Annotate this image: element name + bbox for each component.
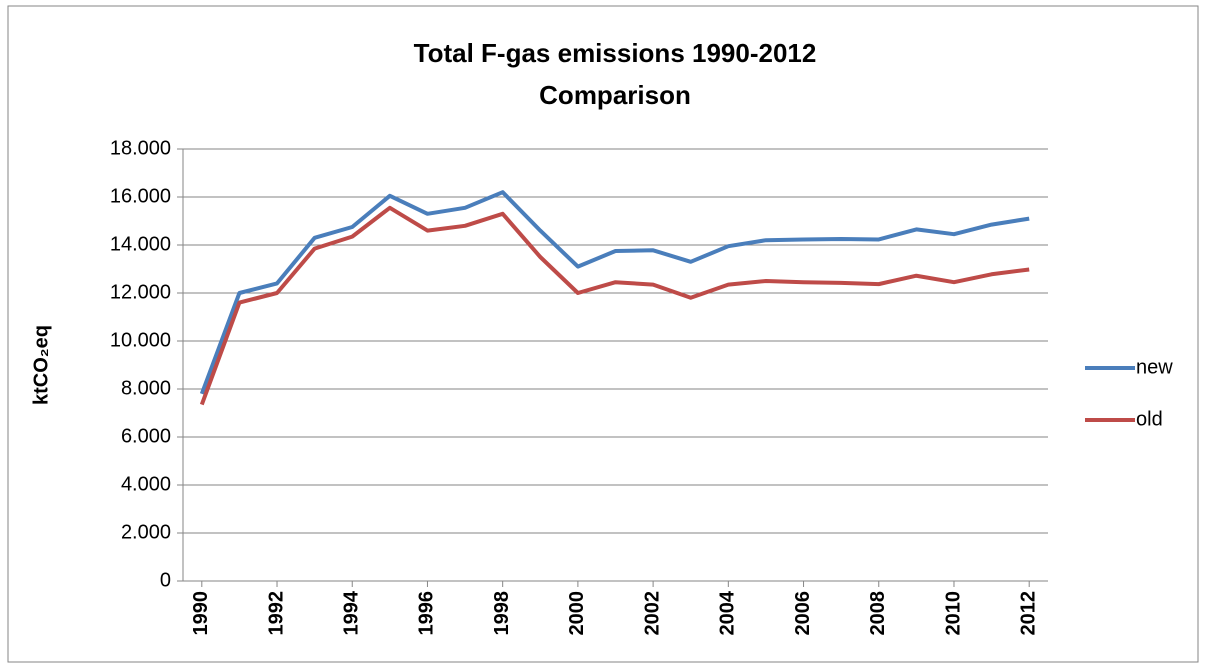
y-axis-label: ktCO₂eq bbox=[30, 325, 52, 405]
x-tick-label: 1990 bbox=[190, 591, 212, 636]
y-tick-label: 16.000 bbox=[110, 185, 171, 207]
y-tick-label: 4.000 bbox=[121, 473, 171, 495]
y-tick-label: 14.000 bbox=[110, 233, 171, 255]
legend-label: old bbox=[1136, 408, 1163, 430]
x-tick-label: 2008 bbox=[867, 591, 889, 636]
series-line bbox=[199, 205, 1030, 406]
y-tick-label: 6.000 bbox=[121, 425, 171, 447]
y-tick-label: 2.000 bbox=[121, 521, 171, 543]
chart-subtitle: Comparison bbox=[539, 80, 691, 110]
x-tick-label: 2000 bbox=[566, 591, 588, 636]
x-tick-label: 2004 bbox=[717, 590, 739, 635]
chart-title: Total F-gas emissions 1990-2012 bbox=[414, 38, 817, 68]
legend-label: new bbox=[1136, 356, 1173, 378]
y-tick-label: 0 bbox=[160, 569, 171, 591]
x-tick-label: 1992 bbox=[265, 591, 287, 636]
x-tick-label: 2010 bbox=[942, 591, 964, 636]
x-tick-label: 2002 bbox=[641, 591, 663, 636]
y-tick-label: 10.000 bbox=[110, 329, 171, 351]
x-tick-label: 2012 bbox=[1017, 591, 1039, 636]
y-tick-label: 12.000 bbox=[110, 281, 171, 303]
y-tick-label: 18.000 bbox=[110, 137, 171, 159]
series-line bbox=[199, 190, 1030, 395]
x-tick-label: 2006 bbox=[792, 591, 814, 636]
x-tick-label: 1998 bbox=[491, 591, 513, 636]
y-tick-label: 8.000 bbox=[121, 377, 171, 399]
x-tick-label: 1994 bbox=[341, 590, 363, 635]
x-tick-label: 1996 bbox=[416, 591, 438, 636]
chart-frame bbox=[7, 5, 1199, 663]
